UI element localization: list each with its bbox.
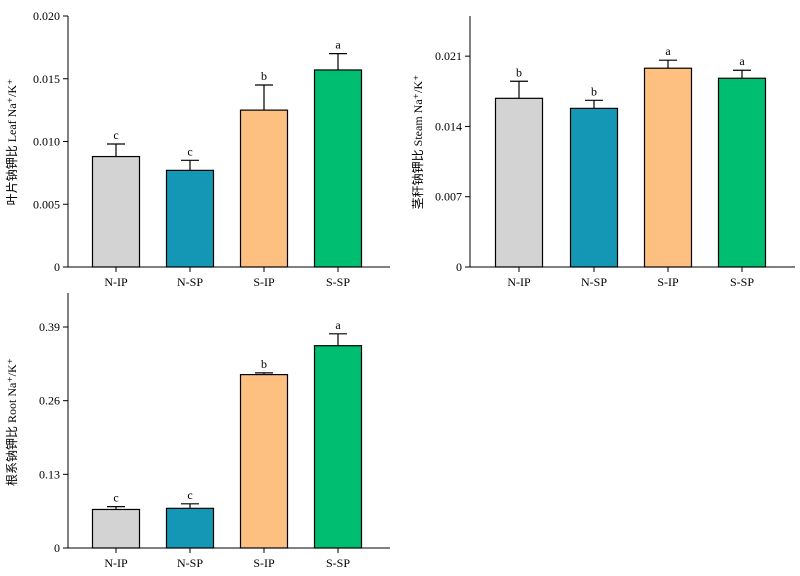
y-tick-label-stem: 0 (456, 260, 462, 274)
bar-root-s-sp (313, 345, 363, 549)
bar-leaf-n-ip (91, 155, 141, 268)
chart-root: 根系钠钾比 Root Na⁺/K⁺ 0 0.13 0.26 0.39 c N-IP c N-S… (4, 293, 390, 570)
x-tick-label-stem: N-SP (581, 275, 607, 289)
bar-root-n-ip (91, 508, 141, 549)
y-tick-label-leaf: 0.020 (33, 9, 60, 23)
significance-letter-leaf: a (335, 38, 341, 52)
y-tick-label-stem: 0.021 (435, 49, 462, 63)
bar-stem-n-sp (569, 107, 619, 268)
chart-stem: 茎秆钠钾比 Steam Na⁺/K⁺ 0 0.007 0.014 0.021 b N-IP… (410, 16, 795, 289)
bar-stem-n-ip (494, 97, 544, 268)
y-tick-label-root: 0 (54, 541, 60, 555)
x-tick-label-root: S-SP (326, 556, 350, 570)
y-tick-label-stem: 0.007 (435, 190, 462, 204)
y-tick-label-leaf: 0.010 (33, 135, 60, 149)
y-tick-label-root: 0.13 (39, 467, 60, 481)
significance-letter-stem: a (665, 44, 671, 58)
x-tick-label-stem: S-IP (657, 275, 679, 289)
y-tick-label-leaf: 0.005 (33, 197, 60, 211)
x-tick-label-root: N-IP (104, 556, 128, 570)
bar-leaf-s-ip (239, 109, 289, 268)
ylabel-root: 根系钠钾比 Root Na⁺/K⁺ (4, 358, 19, 486)
x-tick-label-root: S-IP (253, 556, 275, 570)
bar-leaf-n-sp (165, 169, 215, 268)
x-tick-label-leaf: S-IP (253, 275, 275, 289)
y-tick-label-leaf: 0.015 (33, 72, 60, 86)
ylabel-stem: 茎秆钠钾比 Steam Na⁺/K⁺ (410, 75, 425, 210)
significance-letter-stem: b (516, 65, 522, 79)
significance-letter-stem: b (591, 84, 597, 98)
significance-letter-leaf: c (187, 144, 192, 158)
significance-letter-root: a (335, 318, 341, 332)
significance-letter-root: c (113, 491, 118, 505)
y-tick-label-stem: 0.014 (435, 119, 462, 133)
significance-letter-leaf: b (261, 69, 267, 83)
significance-letter-leaf: c (113, 128, 118, 142)
significance-letter-root: c (187, 488, 192, 502)
x-tick-label-leaf: S-SP (326, 275, 350, 289)
bar-root-n-sp (165, 507, 215, 549)
y-tick-label-leaf: 0 (54, 260, 60, 274)
chart-leaf: 叶片钠钾比 Leaf Na⁺/K⁺ 0 0.005 0.010 0.015 0.020 c… (4, 9, 390, 289)
bar-root-s-ip (239, 374, 289, 549)
bar-stem-s-sp (717, 77, 767, 268)
x-tick-label-root: N-SP (177, 556, 203, 570)
x-tick-label-leaf: N-SP (177, 275, 203, 289)
bar-leaf-s-sp (313, 69, 363, 268)
x-tick-label-stem: S-SP (730, 275, 754, 289)
y-tick-label-root: 0.39 (39, 320, 60, 334)
bar-stem-s-ip (643, 67, 693, 268)
significance-letter-root: b (261, 357, 267, 371)
y-tick-label-root: 0.26 (39, 394, 60, 408)
ylabel-leaf: 叶片钠钾比 Leaf Na⁺/K⁺ (4, 79, 19, 206)
x-tick-label-stem: N-IP (507, 275, 531, 289)
x-tick-label-leaf: N-IP (104, 275, 128, 289)
significance-letter-stem: a (739, 54, 745, 68)
